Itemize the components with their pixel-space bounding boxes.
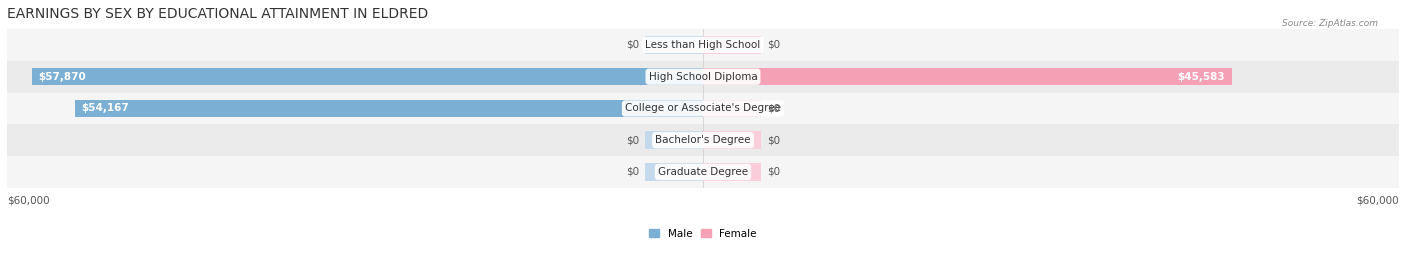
- Bar: [7, 61, 1399, 92]
- Text: EARNINGS BY SEX BY EDUCATIONAL ATTAINMENT IN ELDRED: EARNINGS BY SEX BY EDUCATIONAL ATTAINMEN…: [7, 7, 429, 21]
- Bar: [7, 124, 1399, 156]
- Bar: [75, 100, 703, 117]
- Text: $0: $0: [766, 135, 780, 145]
- Text: $60,000: $60,000: [7, 196, 49, 206]
- Text: $60,000: $60,000: [1357, 196, 1399, 206]
- Bar: [645, 132, 703, 149]
- Text: $54,167: $54,167: [82, 103, 129, 113]
- Text: $0: $0: [626, 135, 640, 145]
- Text: $0: $0: [626, 40, 640, 50]
- Bar: [703, 163, 761, 181]
- Bar: [703, 100, 761, 117]
- Text: High School Diploma: High School Diploma: [648, 72, 758, 82]
- Legend: Male, Female: Male, Female: [645, 225, 761, 243]
- Text: Less than High School: Less than High School: [645, 40, 761, 50]
- Bar: [645, 163, 703, 181]
- Text: $0: $0: [626, 167, 640, 177]
- Text: $57,870: $57,870: [38, 72, 86, 82]
- Text: $45,583: $45,583: [1177, 72, 1225, 82]
- Bar: [703, 68, 1232, 85]
- Bar: [645, 36, 703, 54]
- Text: College or Associate's Degree: College or Associate's Degree: [626, 103, 780, 113]
- Bar: [32, 68, 703, 85]
- Bar: [7, 29, 1399, 61]
- Text: $0: $0: [766, 167, 780, 177]
- Text: $0: $0: [766, 40, 780, 50]
- Text: Bachelor's Degree: Bachelor's Degree: [655, 135, 751, 145]
- Text: $0: $0: [766, 103, 780, 113]
- Bar: [7, 156, 1399, 188]
- Text: Source: ZipAtlas.com: Source: ZipAtlas.com: [1282, 19, 1378, 28]
- Bar: [703, 36, 761, 54]
- Text: Graduate Degree: Graduate Degree: [658, 167, 748, 177]
- Bar: [703, 132, 761, 149]
- Bar: [7, 92, 1399, 124]
